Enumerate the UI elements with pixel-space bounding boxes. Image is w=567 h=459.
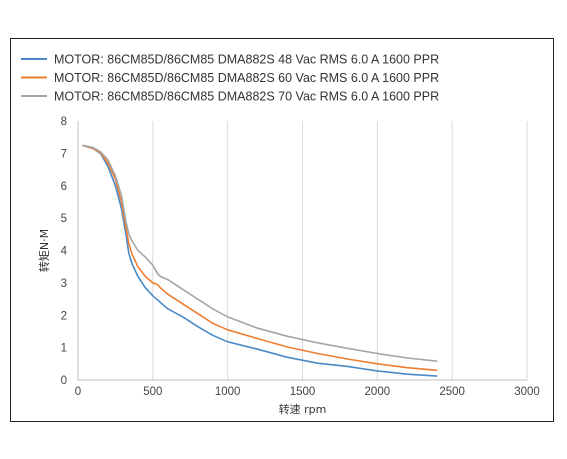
- x-tick-label: 1000: [215, 386, 241, 398]
- x-tick-label: 2000: [365, 386, 391, 398]
- x-tick-labels: 0 500 1000 1500 2000 2500 3000: [75, 386, 540, 398]
- y-tick-label: 2: [61, 310, 67, 322]
- x-tick-label: 3000: [514, 386, 540, 398]
- legend-label-3: MOTOR: 86CM85D/86CM85 DMA882S 70 Vac RMS…: [54, 90, 439, 104]
- y-tick-labels: 0 1 2 3 4 5 6 7 8: [61, 116, 68, 387]
- y-tick-label: 3: [61, 278, 67, 290]
- series-lines: [82, 144, 438, 377]
- gridlines: [152, 121, 528, 380]
- y-tick-label: 4: [61, 246, 68, 258]
- legend-label-2: MOTOR: 86CM85D/86CM85 DMA882S 60 Vac RMS…: [54, 71, 439, 85]
- x-axis-title: 转速 rpm: [279, 402, 327, 416]
- series-line-3: [82, 144, 438, 362]
- y-tick-label: 8: [61, 116, 67, 128]
- torque-speed-chart: MOTOR: 86CM85D/86CM85 DMA882S 48 Vac RMS…: [21, 53, 540, 416]
- series-line-1: [82, 144, 438, 377]
- axes: [77, 121, 527, 381]
- legend-label-1: MOTOR: 86CM85D/86CM85 DMA882S 48 Vac RMS…: [54, 53, 439, 67]
- x-tick-label: 2500: [439, 386, 465, 398]
- x-tick-label: 0: [75, 386, 81, 398]
- y-tick-label: 1: [61, 343, 67, 355]
- series-line-2: [82, 144, 438, 372]
- x-tick-label: 500: [143, 386, 162, 398]
- x-tick-label: 1500: [290, 386, 316, 398]
- legend: MOTOR: 86CM85D/86CM85 DMA882S 48 Vac RMS…: [21, 53, 439, 104]
- y-tick-label: 6: [61, 181, 67, 193]
- y-tick-label: 5: [61, 213, 67, 225]
- chart-frame: MOTOR: 86CM85D/86CM85 DMA882S 48 Vac RMS…: [10, 38, 554, 422]
- y-tick-label: 7: [61, 148, 67, 160]
- y-axis-title: 转矩N·M: [37, 229, 51, 272]
- y-tick-label: 0: [61, 375, 67, 387]
